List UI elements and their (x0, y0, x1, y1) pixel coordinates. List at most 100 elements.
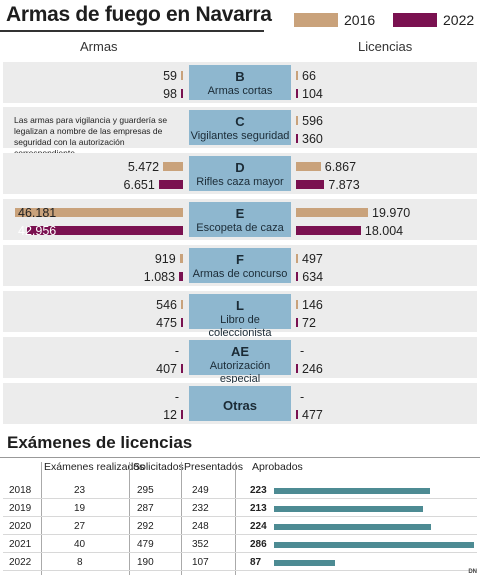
category-code: D (235, 160, 245, 175)
exams-separator (129, 462, 130, 575)
exams-cell-realizados: 40 (74, 539, 86, 550)
value-armas-2022: 475 (156, 316, 177, 330)
value-armas-2022: 42.956 (18, 224, 57, 238)
exams-cell-solicitados: 292 (137, 521, 154, 532)
exams-row-divider (3, 552, 477, 553)
legend-2016: 2016 (294, 12, 375, 28)
bar-licencias-2016 (296, 300, 298, 309)
value-armas-2016: 46.181 (18, 206, 57, 220)
legend-swatch-2016 (294, 13, 338, 27)
category-label: Escopeta de caza (196, 222, 284, 234)
chart-title: Armas de fuego en Navarra (6, 3, 272, 26)
exams-separator (41, 462, 42, 575)
category-box: F Armas de concurso (189, 248, 291, 283)
exams-cell-realizados: 8 (77, 557, 83, 568)
exams-cell-presentados: 248 (192, 521, 209, 532)
exams-bar-aprobados (274, 488, 430, 494)
legend-label-2022: 2022 (443, 12, 475, 28)
bar-armas-2022 (158, 180, 183, 189)
value-armas-2022: 12 (163, 408, 177, 422)
value-licencias-2022: 634 (302, 270, 324, 284)
exams-cell-solicitados: 479 (137, 539, 154, 550)
bar-licencias-2022 (296, 318, 298, 327)
exams-cell-aprobados: 87 (250, 557, 262, 568)
category-box: AE Autorización especial (189, 340, 291, 385)
category-label: Armas cortas (207, 85, 273, 97)
bar-licencias-2022 (296, 89, 298, 98)
value-licencias-2016: 6.867 (324, 160, 357, 174)
bar-licencias-2022 (296, 226, 361, 235)
legend-swatch-2022 (393, 13, 437, 27)
bar-licencias-2022 (296, 410, 298, 419)
value-licencias-2022: 7.873 (328, 178, 360, 192)
exams-header-solicitados: Solicitados (133, 461, 184, 473)
legend-label-2016: 2016 (344, 12, 376, 28)
value-armas-2016: - (174, 390, 179, 404)
value-armas-2016: - (174, 344, 179, 358)
value-licencias-2016: 19.970 (372, 206, 411, 220)
exams-cell-year: 2018 (9, 485, 32, 496)
exams-header-aprobados: Aprobados (252, 461, 303, 473)
bar-licencias-2016 (296, 71, 298, 80)
value-armas-2016: 59 (163, 69, 177, 83)
exams-cell-presentados: 232 (192, 503, 209, 514)
value-licencias-2016: 146 (302, 298, 323, 312)
exams-bar-aprobados (274, 560, 335, 566)
category-code: F (236, 252, 244, 267)
bar-armas-2016 (181, 71, 183, 80)
exams-row-divider (3, 516, 477, 517)
category-box: C Vigilantes seguridad (189, 110, 291, 145)
exams-bar-aprobados (274, 542, 474, 548)
value-licencias-2016: - (300, 390, 305, 404)
category-label: Autorización especial (209, 360, 271, 385)
value-armas-2022: 1.083 (143, 270, 176, 284)
bar-licencias-2022 (296, 364, 298, 373)
exams-bar-aprobados (274, 524, 431, 530)
value-armas-2022: 407 (156, 362, 177, 376)
exams-cell-aprobados: 213 (250, 503, 267, 514)
exams-cell-presentados: 249 (192, 485, 209, 496)
value-licencias-2022: 104 (302, 87, 323, 101)
exams-cell-solicitados: 295 (137, 485, 154, 496)
exams-separator (181, 462, 182, 575)
category-box: Otras (189, 386, 291, 421)
bar-armas-2022 (26, 226, 183, 235)
bar-armas-2022 (181, 89, 183, 98)
exams-cell-presentados: 352 (192, 539, 209, 550)
category-label: Vigilantes seguridad (190, 130, 290, 142)
bar-armas-2022 (179, 272, 183, 281)
value-licencias-2016: 596 (302, 114, 323, 128)
category-code: Otras (223, 398, 257, 413)
exams-cell-aprobados: 286 (250, 539, 267, 550)
bar-armas-2022 (181, 364, 183, 373)
value-licencias-2022: 360 (302, 132, 323, 146)
column-header-armas: Armas (80, 39, 118, 54)
exams-header-realizados: Exámenes realizados (44, 461, 145, 473)
exams-row-divider (3, 498, 477, 499)
category-code: C (235, 114, 245, 129)
value-licencias-2022: 72 (302, 316, 316, 330)
exams-cell-year: 2022 (9, 557, 32, 568)
bar-licencias-2016 (296, 254, 298, 263)
category-label: Rifles caza mayor (196, 176, 284, 188)
value-armas-2016: 5.472 (127, 160, 160, 174)
value-licencias-2022: 18.004 (364, 224, 404, 238)
column-header-licencias: Licencias (358, 39, 413, 54)
value-licencias-2016: 497 (302, 252, 323, 266)
value-licencias-2016: 66 (302, 69, 316, 83)
bar-armas-2016 (15, 208, 183, 217)
credit-logo: DN (468, 569, 477, 575)
legend-2022: 2022 (393, 12, 474, 28)
exams-cell-aprobados: 224 (250, 521, 267, 532)
exams-cell-year: 2019 (9, 503, 32, 514)
bar-licencias-2016 (296, 162, 321, 171)
exams-cell-aprobados: 223 (250, 485, 267, 496)
exams-cell-realizados: 27 (74, 521, 86, 532)
exams-cell-realizados: 23 (74, 485, 86, 496)
bar-armas-2022 (181, 410, 183, 419)
bar-licencias-2016 (296, 208, 368, 217)
value-armas-2016: 546 (156, 298, 177, 312)
value-armas-2016: 919 (154, 252, 176, 266)
value-licencias-2022: 477 (302, 408, 323, 422)
exams-cell-year: 2021 (9, 539, 32, 550)
